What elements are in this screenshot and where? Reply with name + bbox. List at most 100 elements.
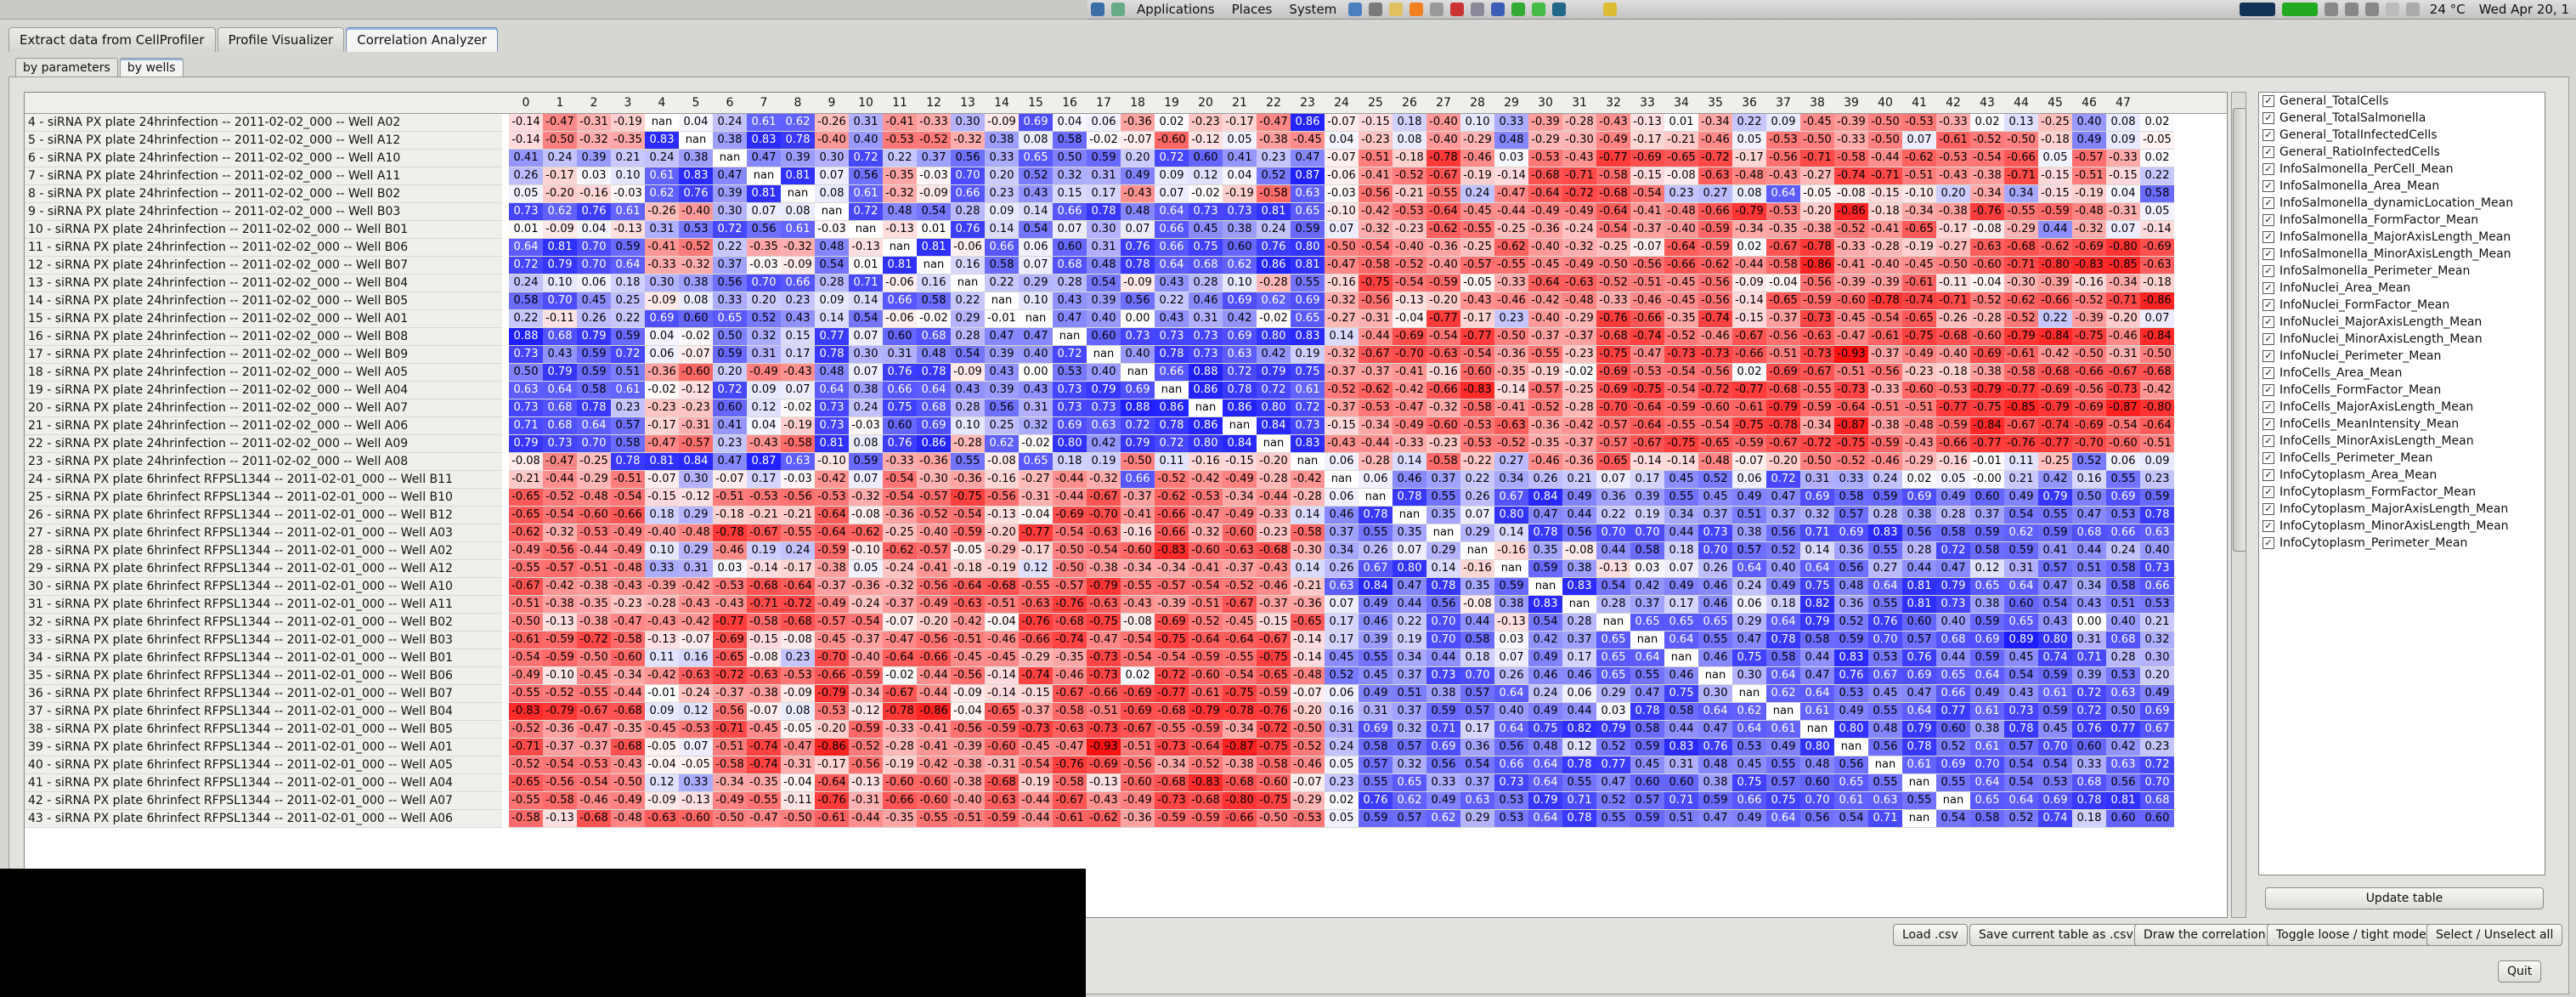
correlation-cell[interactable]: -0.08 bbox=[985, 453, 1019, 470]
correlation-cell[interactable]: -0.34 bbox=[713, 774, 747, 791]
correlation-cell[interactable]: -0.17 bbox=[1460, 310, 1494, 327]
correlation-cell[interactable]: 0.64 bbox=[815, 382, 849, 399]
correlation-cell[interactable]: nan bbox=[1528, 578, 1562, 595]
correlation-cell[interactable]: 0.39 bbox=[713, 185, 747, 202]
correlation-cell[interactable]: 0.43 bbox=[543, 346, 577, 363]
correlation-cell[interactable]: -0.21 bbox=[781, 507, 815, 524]
correlation-cell[interactable]: -0.55 bbox=[1019, 578, 1053, 595]
correlation-cell[interactable]: -0.46 bbox=[1868, 453, 1902, 470]
correlation-cell[interactable]: -0.02 bbox=[781, 399, 815, 416]
correlation-cell[interactable]: nan bbox=[951, 275, 985, 292]
correlation-cell[interactable]: 0.21 bbox=[611, 150, 645, 167]
correlation-cell[interactable]: -0.16 bbox=[1494, 542, 1528, 559]
correlation-cell[interactable]: -0.42 bbox=[1291, 471, 1325, 488]
correlation-cell[interactable]: -0.18 bbox=[2038, 132, 2072, 149]
correlation-cell[interactable]: 0.79 bbox=[577, 328, 611, 345]
correlation-cell[interactable]: -0.09 bbox=[917, 185, 951, 202]
correlation-cell[interactable]: -0.75 bbox=[1732, 417, 1766, 434]
correlation-cell[interactable]: 0.22 bbox=[985, 275, 1019, 292]
correlation-cell[interactable]: -0.36 bbox=[1562, 453, 1596, 470]
correlation-cell[interactable]: -0.43 bbox=[1562, 150, 1596, 167]
correlation-cell[interactable]: 0.05 bbox=[1732, 132, 1766, 149]
correlation-cell[interactable]: -0.75 bbox=[1223, 685, 1257, 702]
correlation-cell[interactable]: 0.64 bbox=[1800, 685, 1834, 702]
correlation-cell[interactable]: 0.59 bbox=[1494, 578, 1528, 595]
correlation-cell[interactable]: 0.68 bbox=[543, 399, 577, 416]
correlation-cell[interactable]: -0.43 bbox=[611, 756, 645, 773]
correlation-cell[interactable]: 0.76 bbox=[951, 221, 985, 238]
correlation-cell[interactable]: 0.69 bbox=[1019, 114, 1053, 131]
correlation-cell[interactable]: 0.86 bbox=[1155, 399, 1189, 416]
correlation-cell[interactable]: -0.43 bbox=[1257, 560, 1291, 577]
correlation-cell[interactable]: 0.78 bbox=[1359, 507, 1393, 524]
correlation-cell[interactable]: 0.08 bbox=[1019, 132, 1053, 149]
correlation-cell[interactable]: -0.65 bbox=[1291, 614, 1325, 631]
correlation-cell[interactable]: nan bbox=[781, 185, 815, 202]
correlation-cell[interactable]: nan bbox=[1494, 560, 1528, 577]
correlation-cell[interactable]: 0.09 bbox=[985, 203, 1019, 220]
correlation-cell[interactable]: 0.81 bbox=[2106, 792, 2140, 809]
correlation-cell[interactable]: -0.59 bbox=[2038, 203, 2072, 220]
correlation-cell[interactable]: -0.63 bbox=[1800, 328, 1834, 345]
correlation-cell[interactable]: 0.72 bbox=[849, 203, 883, 220]
correlation-cell[interactable]: 0.20 bbox=[985, 167, 1019, 184]
correlation-cell[interactable]: -0.64 bbox=[2140, 417, 2174, 434]
correlation-cell[interactable]: -0.53 bbox=[883, 132, 917, 149]
correlation-cell[interactable]: -0.61 bbox=[2004, 346, 2038, 363]
correlation-cell[interactable]: 0.75 bbox=[1528, 721, 1562, 738]
correlation-cell[interactable]: -0.64 bbox=[1223, 632, 1257, 649]
correlation-cell[interactable]: 0.47 bbox=[1393, 578, 1426, 595]
correlation-cell[interactable]: 0.57 bbox=[1359, 756, 1393, 773]
correlation-cell[interactable]: -0.45 bbox=[1528, 257, 1562, 274]
correlation-cell[interactable]: -0.56 bbox=[1359, 185, 1393, 202]
correlation-cell[interactable]: -0.79 bbox=[1087, 578, 1121, 595]
correlation-cell[interactable]: -0.60 bbox=[1902, 382, 1936, 399]
correlation-cell[interactable]: -0.54 bbox=[1393, 275, 1426, 292]
correlation-cell[interactable]: -0.09 bbox=[645, 292, 679, 309]
correlation-cell[interactable]: -0.51 bbox=[1834, 364, 1868, 381]
correlation-cell[interactable]: 0.75 bbox=[1732, 774, 1766, 791]
correlation-cell[interactable]: -0.04 bbox=[781, 774, 815, 791]
correlation-cell[interactable]: 0.72 bbox=[1053, 346, 1087, 363]
correlation-cell[interactable]: 0.40 bbox=[1494, 703, 1528, 720]
correlation-cell[interactable]: 0.49 bbox=[1359, 596, 1393, 613]
correlation-cell[interactable]: nan bbox=[849, 221, 883, 238]
correlation-cell[interactable]: -0.65 bbox=[1698, 435, 1732, 452]
correlation-cell[interactable]: -0.37 bbox=[1766, 310, 1800, 327]
correlation-cell[interactable]: -0.35 bbox=[577, 596, 611, 613]
correlation-cell[interactable]: 0.68 bbox=[543, 417, 577, 434]
correlation-cell[interactable]: 0.16 bbox=[679, 649, 713, 666]
correlation-cell[interactable]: -0.57 bbox=[1596, 417, 1630, 434]
correlation-cell[interactable]: -0.53 bbox=[1936, 150, 1970, 167]
correlation-cell[interactable]: -0.49 bbox=[1562, 257, 1596, 274]
column-header-cell[interactable]: 6 bbox=[726, 96, 734, 110]
correlation-cell[interactable]: 0.78 bbox=[917, 364, 951, 381]
correlation-cell[interactable]: -0.79 bbox=[815, 685, 849, 702]
correlation-cell[interactable]: -0.60 bbox=[1155, 132, 1189, 149]
correlation-cell[interactable]: -0.32 bbox=[951, 132, 985, 149]
correlation-cell[interactable]: 0.55 bbox=[1630, 667, 1664, 684]
correlation-cell[interactable]: -0.45 bbox=[1664, 292, 1698, 309]
correlation-cell[interactable]: -0.56 bbox=[781, 489, 815, 506]
correlation-cell[interactable]: -0.66 bbox=[1664, 257, 1698, 274]
correlation-cell[interactable]: 0.54 bbox=[1596, 578, 1630, 595]
correlation-cell[interactable]: 0.58 bbox=[1664, 703, 1698, 720]
correlation-cell[interactable]: 0.16 bbox=[2072, 471, 2106, 488]
correlation-cell[interactable]: -0.52 bbox=[509, 756, 543, 773]
correlation-cell[interactable]: -0.36 bbox=[849, 578, 883, 595]
checkbox[interactable]: ✓ bbox=[2262, 486, 2274, 498]
correlation-cell[interactable]: -0.53 bbox=[1936, 382, 1970, 399]
correlation-cell[interactable]: -0.68 bbox=[1596, 185, 1630, 202]
correlation-cell[interactable]: 0.58 bbox=[1800, 632, 1834, 649]
correlation-cell[interactable]: 0.52 bbox=[1766, 542, 1800, 559]
correlation-cell[interactable]: 0.56 bbox=[951, 150, 985, 167]
correlation-cell[interactable]: 0.60 bbox=[1087, 328, 1121, 345]
correlation-cell[interactable]: 0.70 bbox=[2038, 739, 2072, 756]
correlation-cell[interactable]: 0.62 bbox=[1393, 792, 1426, 809]
correlation-cell[interactable]: -0.67 bbox=[1053, 685, 1087, 702]
correlation-cell[interactable]: 0.73 bbox=[1291, 417, 1325, 434]
correlation-cell[interactable]: 0.24 bbox=[1528, 685, 1562, 702]
correlation-cell[interactable]: 0.64 bbox=[1494, 721, 1528, 738]
correlation-cell[interactable]: 0.49 bbox=[1528, 649, 1562, 666]
correlation-cell[interactable]: -0.14 bbox=[2140, 221, 2174, 238]
